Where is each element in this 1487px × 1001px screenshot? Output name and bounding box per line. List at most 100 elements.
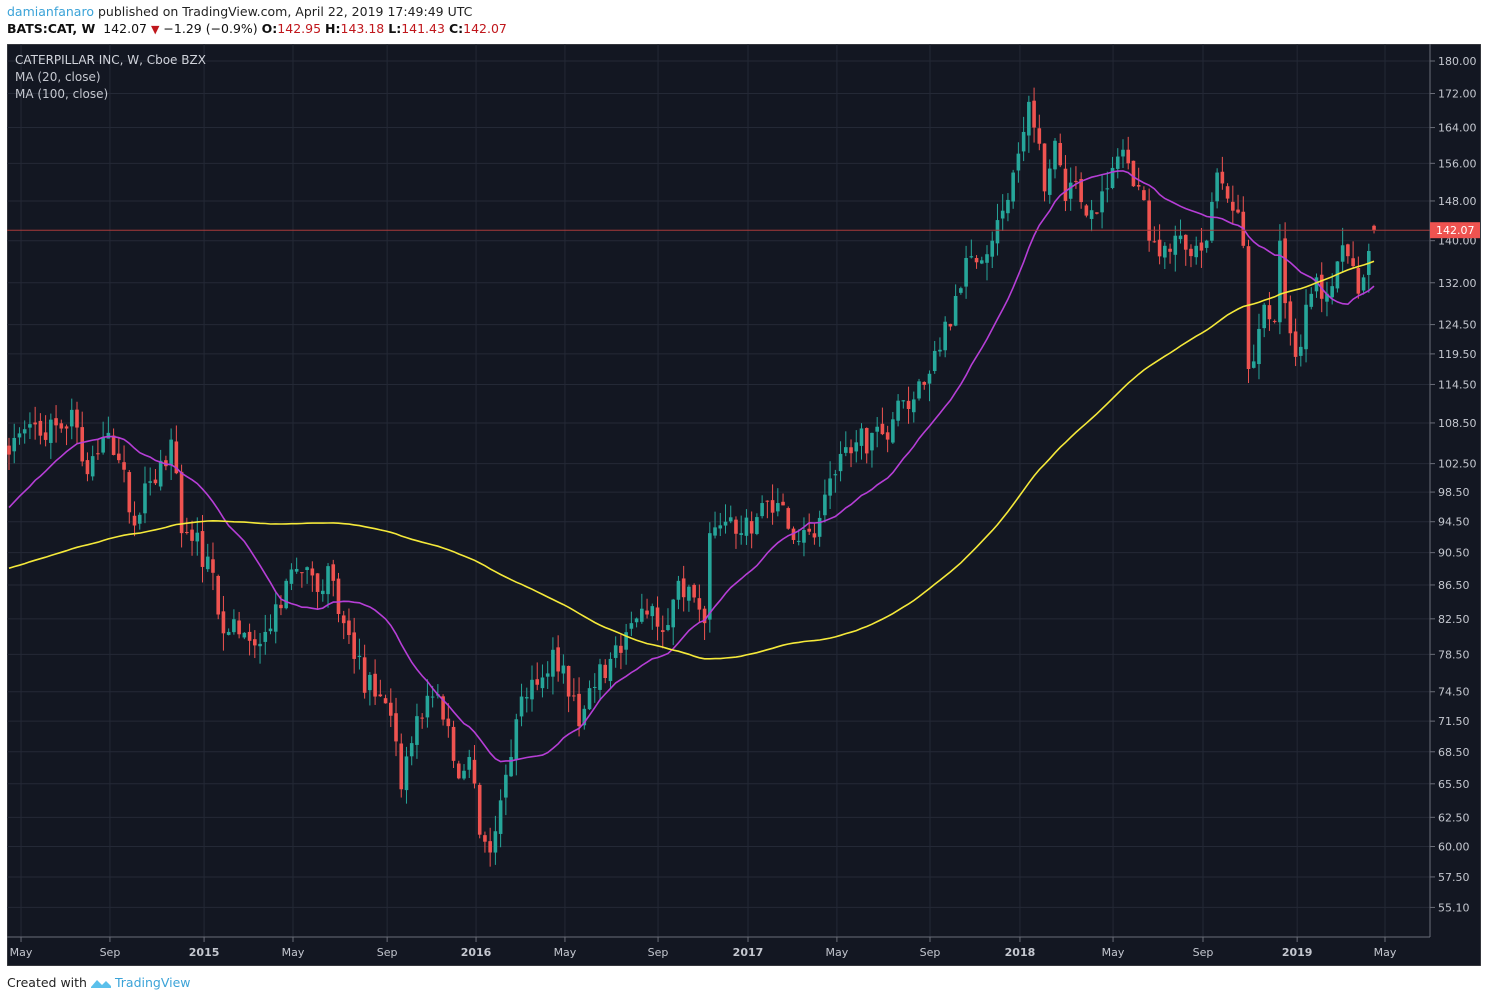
candle-body	[545, 673, 550, 677]
candle-body	[122, 462, 126, 470]
candle-body	[483, 835, 487, 842]
candle-body	[697, 598, 702, 610]
price-tick-label: 86.50	[1438, 579, 1470, 592]
high-label: H:	[325, 21, 341, 36]
candle-body	[132, 515, 137, 526]
candle-body	[101, 437, 105, 453]
time-tick-label: 2018	[1005, 946, 1036, 959]
candle-body	[1325, 293, 1329, 302]
candle-body	[1011, 172, 1015, 202]
time-tick-label: May	[826, 946, 849, 959]
candle-body	[1215, 172, 1219, 202]
candle-body	[608, 658, 613, 682]
last-price-badge	[1430, 222, 1480, 239]
candle-body	[896, 400, 900, 421]
candle-body	[891, 419, 895, 443]
candle-body	[776, 503, 780, 512]
candle-body	[75, 409, 79, 428]
candle-body	[462, 770, 466, 779]
candle-body	[587, 688, 592, 710]
candle-body	[1199, 242, 1204, 251]
candle-body	[755, 517, 759, 534]
candle-body	[922, 382, 927, 385]
created-with-text: Created with	[7, 975, 87, 990]
price-tick-label: 124.50	[1438, 319, 1477, 332]
candle-body	[681, 578, 686, 598]
candle-body	[1257, 328, 1261, 365]
candle-body	[237, 620, 241, 635]
candle-body	[467, 757, 472, 770]
tradingview-logo-icon	[90, 979, 111, 988]
candle-body	[687, 586, 691, 601]
candle-body	[300, 572, 304, 574]
candle-body	[1058, 143, 1063, 166]
time-tick-label: Sep	[648, 946, 669, 959]
candle-body	[1178, 235, 1183, 240]
candle-body	[1183, 234, 1188, 250]
candle-body	[1068, 182, 1073, 199]
candle-body	[28, 424, 32, 428]
time-tick-label: May	[1374, 946, 1397, 959]
price-tick-label: 68.50	[1438, 746, 1470, 759]
candle-body	[80, 427, 85, 462]
candle-body	[713, 527, 717, 536]
price-tick-label: 71.50	[1438, 715, 1470, 728]
price-chart[interactable]: 180.00172.00164.00156.00148.00140.00132.…	[7, 44, 1481, 966]
candle-body	[1225, 186, 1230, 199]
candle-body	[1330, 286, 1334, 298]
candle-body	[833, 474, 838, 476]
candle-body	[205, 556, 210, 570]
candle-body	[268, 628, 273, 632]
candle-body	[394, 713, 398, 742]
close-label: C:	[448, 21, 464, 36]
candle-body	[514, 719, 519, 760]
price-axis[interactable]: 180.00172.00164.00156.00148.00140.00132.…	[1430, 55, 1480, 914]
candle-body	[477, 784, 482, 835]
candle-body	[117, 453, 121, 461]
candle-body	[530, 679, 534, 700]
candle-body	[263, 631, 268, 642]
price-tick-label: 62.50	[1438, 811, 1470, 824]
time-tick-label: Sep	[377, 946, 398, 959]
candle-body	[216, 575, 220, 615]
candle-body	[7, 445, 11, 455]
candle-body	[49, 419, 53, 443]
candle-body	[990, 240, 995, 257]
candle-body	[927, 373, 932, 384]
candle-body	[1037, 128, 1042, 144]
time-axis[interactable]: May Sep 2015 May Sep 2016 May Sep 2017 May Sep 2018…	[10, 937, 1397, 959]
candle-body	[64, 426, 69, 429]
candle-body	[566, 665, 571, 697]
price-tick-label: 119.50	[1438, 348, 1477, 361]
open-label: O:	[261, 21, 278, 36]
time-tick-label: 2017	[733, 946, 764, 959]
candle-body	[509, 757, 513, 777]
candle-body	[446, 718, 451, 727]
candle-body	[451, 726, 456, 761]
price-tick-label: 172.00	[1438, 88, 1477, 101]
tradingview-link[interactable]: TradingView	[114, 975, 191, 990]
candle-body	[378, 694, 383, 697]
symbol: BATS:CAT, W	[7, 21, 96, 36]
legend-ma100[interactable]: MA (100, close)	[15, 87, 108, 101]
candle-body	[1095, 212, 1099, 214]
candle-body	[660, 630, 665, 632]
candle-body	[1027, 101, 1031, 136]
candle-body	[90, 456, 95, 477]
candle-body	[734, 519, 738, 534]
candle-body	[1288, 301, 1293, 334]
candle-body	[1042, 143, 1047, 192]
candle-body	[1372, 225, 1376, 231]
author-link[interactable]: damianfanaro	[7, 4, 94, 19]
candle-body	[1063, 168, 1068, 201]
candle-body	[849, 447, 853, 454]
legend-title: CATERPILLAR INC, W, Cboe BZX	[15, 53, 206, 67]
candle-body	[1246, 246, 1251, 370]
candle-body	[195, 532, 200, 542]
candle-body	[258, 643, 262, 647]
legend-ma20[interactable]: MA (20, close)	[15, 70, 101, 84]
candle-body	[17, 433, 22, 438]
candle-body	[1194, 245, 1199, 258]
candle-body	[164, 460, 168, 467]
candle-body	[796, 540, 801, 542]
